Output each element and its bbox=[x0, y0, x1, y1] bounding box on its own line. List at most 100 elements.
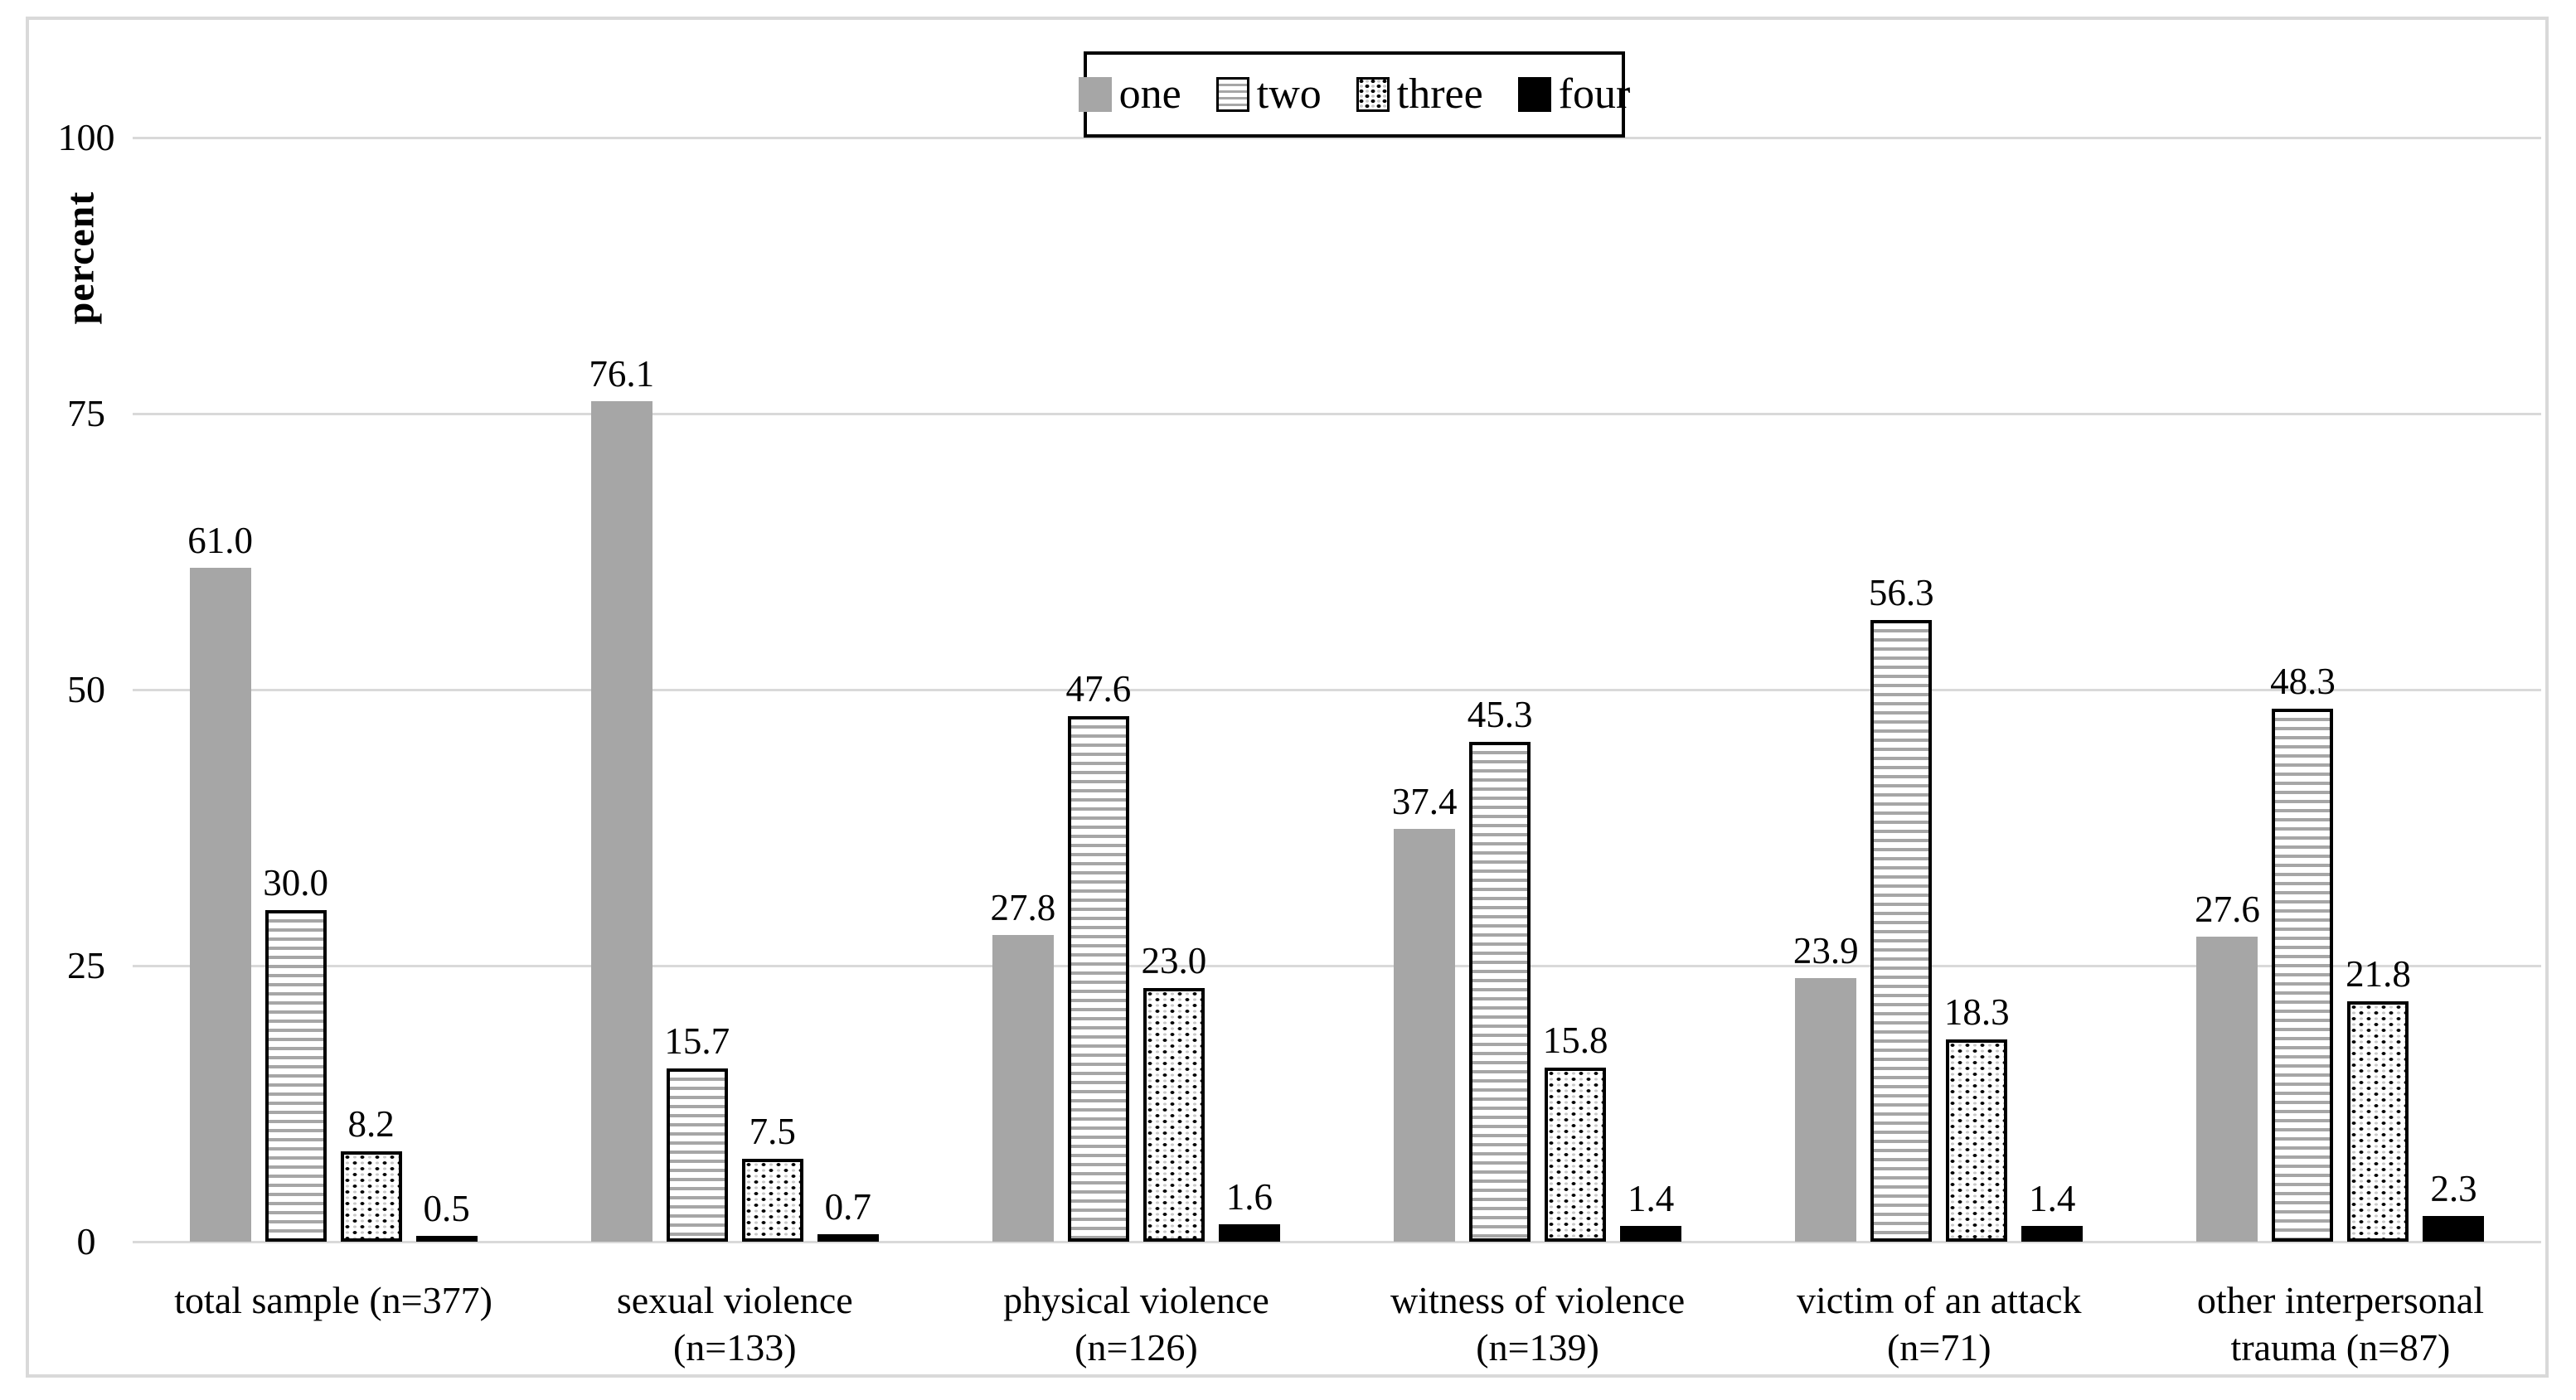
bar-wrap: 61.0 bbox=[187, 519, 253, 1242]
bar-three bbox=[1545, 1067, 1607, 1242]
x-category-label: sexual violence (n=133) bbox=[534, 1276, 935, 1371]
legend-swatch-one-icon bbox=[1078, 77, 1112, 112]
x-category-label: total sample (n=377) bbox=[133, 1276, 534, 1371]
bar-value-label: 56.3 bbox=[1868, 572, 1934, 614]
bar-two bbox=[1067, 715, 1129, 1242]
bar-one bbox=[1795, 977, 1857, 1242]
bar-wrap: 2.3 bbox=[2423, 1167, 2485, 1242]
x-category-label-line: (n=133) bbox=[672, 1326, 797, 1369]
bar-four bbox=[1620, 1226, 1682, 1242]
bar-group: 37.4 45.3 15.8 1.4 bbox=[1337, 138, 1739, 1242]
bar-wrap: 47.6 bbox=[1066, 667, 1131, 1242]
bar-three bbox=[1946, 1039, 2008, 1242]
bar-wrap: 18.3 bbox=[1944, 991, 2010, 1242]
bar-four bbox=[2423, 1216, 2485, 1242]
bar-two bbox=[1870, 620, 1933, 1242]
bar-value-label: 30.0 bbox=[263, 862, 328, 904]
x-category-label-line: witness of violence bbox=[1390, 1279, 1686, 1321]
x-axis-labels: total sample (n=377) sexual violence (n=13… bbox=[133, 1276, 2541, 1371]
legend-box: one two three four bbox=[1078, 51, 1630, 138]
plot-area: 61.0 30.0 8.2 0.5 76.1 15.7 7.5 0.7 27.8 47.6 23.0… bbox=[133, 136, 2541, 1243]
bar-four bbox=[817, 1233, 879, 1242]
bar-three bbox=[741, 1159, 803, 1242]
bar-value-label: 0.7 bbox=[824, 1185, 871, 1228]
bar-group: 76.1 15.7 7.5 0.7 bbox=[534, 138, 935, 1242]
bar-value-label: 1.6 bbox=[1225, 1175, 1273, 1218]
bar-value-label: 37.4 bbox=[1391, 780, 1458, 822]
bar-value-label: 1.4 bbox=[2029, 1178, 2076, 1220]
x-category-label-line: (n=71) bbox=[1886, 1326, 1991, 1369]
bar-two bbox=[2272, 708, 2334, 1242]
x-category-label-line: other interpersonal bbox=[2196, 1279, 2485, 1321]
bar-groups: 61.0 30.0 8.2 0.5 76.1 15.7 7.5 0.7 27.8 47.6 23.0… bbox=[133, 138, 2541, 1242]
bar-three bbox=[2347, 1000, 2409, 1242]
bar-one bbox=[1394, 828, 1456, 1242]
bar-value-label: 27.8 bbox=[990, 886, 1056, 928]
x-category-label-line: total sample (n=377) bbox=[174, 1279, 492, 1321]
bar-wrap: 23.0 bbox=[1141, 939, 1207, 1242]
bar-wrap: 27.6 bbox=[2195, 888, 2260, 1242]
bar-group: 27.6 48.3 21.8 2.3 bbox=[2140, 138, 2541, 1242]
bar-value-label: 0.5 bbox=[423, 1188, 470, 1230]
bar-value-label: 76.1 bbox=[589, 353, 655, 395]
bar-value-label: 7.5 bbox=[749, 1111, 796, 1153]
bar-two bbox=[1469, 741, 1531, 1242]
bar-wrap: 76.1 bbox=[589, 352, 655, 1242]
bar-four bbox=[2021, 1226, 2084, 1242]
bar-value-label: 15.8 bbox=[1542, 1019, 1608, 1061]
bar-value-label: 48.3 bbox=[2270, 660, 2336, 702]
bar-wrap: 1.4 bbox=[2021, 1177, 2084, 1242]
bar-wrap: 56.3 bbox=[1868, 571, 1934, 1242]
x-category-label-line: sexual violence bbox=[616, 1279, 853, 1321]
bar-four bbox=[415, 1236, 478, 1242]
legend-label: four bbox=[1558, 70, 1631, 118]
bar-three bbox=[1142, 987, 1205, 1242]
legend-label: three bbox=[1396, 70, 1483, 118]
bar-wrap: 8.2 bbox=[340, 1102, 402, 1242]
bar-wrap: 1.6 bbox=[1218, 1175, 1280, 1242]
gridline bbox=[133, 964, 2541, 967]
bar-wrap: 0.5 bbox=[415, 1187, 478, 1242]
bar-group: 27.8 47.6 23.0 1.6 bbox=[935, 138, 1337, 1242]
y-tick-label: 75 bbox=[67, 392, 105, 434]
bar-three bbox=[340, 1151, 402, 1242]
bar-value-label: 23.0 bbox=[1141, 939, 1207, 981]
legend-item-four: four bbox=[1517, 70, 1631, 118]
bar-value-label: 27.6 bbox=[2195, 889, 2260, 931]
bar-one bbox=[2196, 937, 2258, 1242]
bar-group: 61.0 30.0 8.2 0.5 bbox=[133, 138, 534, 1242]
bar-value-label: 1.4 bbox=[1627, 1178, 1675, 1220]
bar-wrap: 15.8 bbox=[1542, 1019, 1608, 1242]
gridline bbox=[133, 136, 2541, 139]
x-category-label-line: (n=139) bbox=[1476, 1326, 1599, 1369]
x-category-label-line: trauma (n=87) bbox=[2230, 1326, 2451, 1369]
y-tick-label: 100 bbox=[57, 116, 115, 158]
y-tick-label: 0 bbox=[76, 1220, 96, 1262]
legend-swatch-four-icon bbox=[1517, 77, 1551, 112]
bar-wrap: 27.8 bbox=[990, 886, 1056, 1242]
x-category-label-line: physical violence bbox=[1003, 1279, 1269, 1321]
legend-item-three: three bbox=[1356, 73, 1483, 116]
bar-one bbox=[189, 568, 251, 1242]
bar-value-label: 23.9 bbox=[1793, 929, 1859, 971]
bar-wrap: 30.0 bbox=[263, 861, 328, 1242]
bar-two bbox=[264, 910, 327, 1242]
bar-group: 23.9 56.3 18.3 1.4 bbox=[1739, 138, 2140, 1242]
bar-value-label: 8.2 bbox=[347, 1102, 395, 1145]
bar-four bbox=[1218, 1223, 1280, 1242]
x-category-label: witness of violence (n=139) bbox=[1337, 1276, 1739, 1371]
bar-wrap: 7.5 bbox=[741, 1110, 803, 1242]
bar-value-label: 45.3 bbox=[1467, 693, 1533, 735]
x-category-label-line: (n=126) bbox=[1075, 1326, 1198, 1369]
bar-one bbox=[590, 401, 652, 1242]
bar-wrap: 23.9 bbox=[1793, 929, 1859, 1242]
gridline bbox=[133, 688, 2541, 691]
x-category-label-line: victim of an attack bbox=[1796, 1279, 2082, 1321]
bar-value-label: 15.7 bbox=[664, 1020, 730, 1062]
gridline bbox=[133, 412, 2541, 415]
bar-wrap: 21.8 bbox=[2346, 952, 2411, 1242]
x-category-label: victim of an attack (n=71) bbox=[1739, 1276, 2140, 1371]
y-tick-label: 25 bbox=[67, 944, 105, 986]
y-tick-label: 50 bbox=[67, 668, 105, 710]
